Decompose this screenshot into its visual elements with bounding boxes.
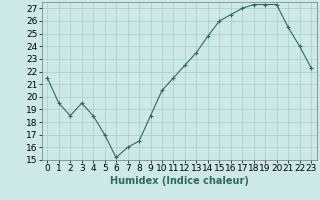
X-axis label: Humidex (Indice chaleur): Humidex (Indice chaleur) bbox=[110, 176, 249, 186]
